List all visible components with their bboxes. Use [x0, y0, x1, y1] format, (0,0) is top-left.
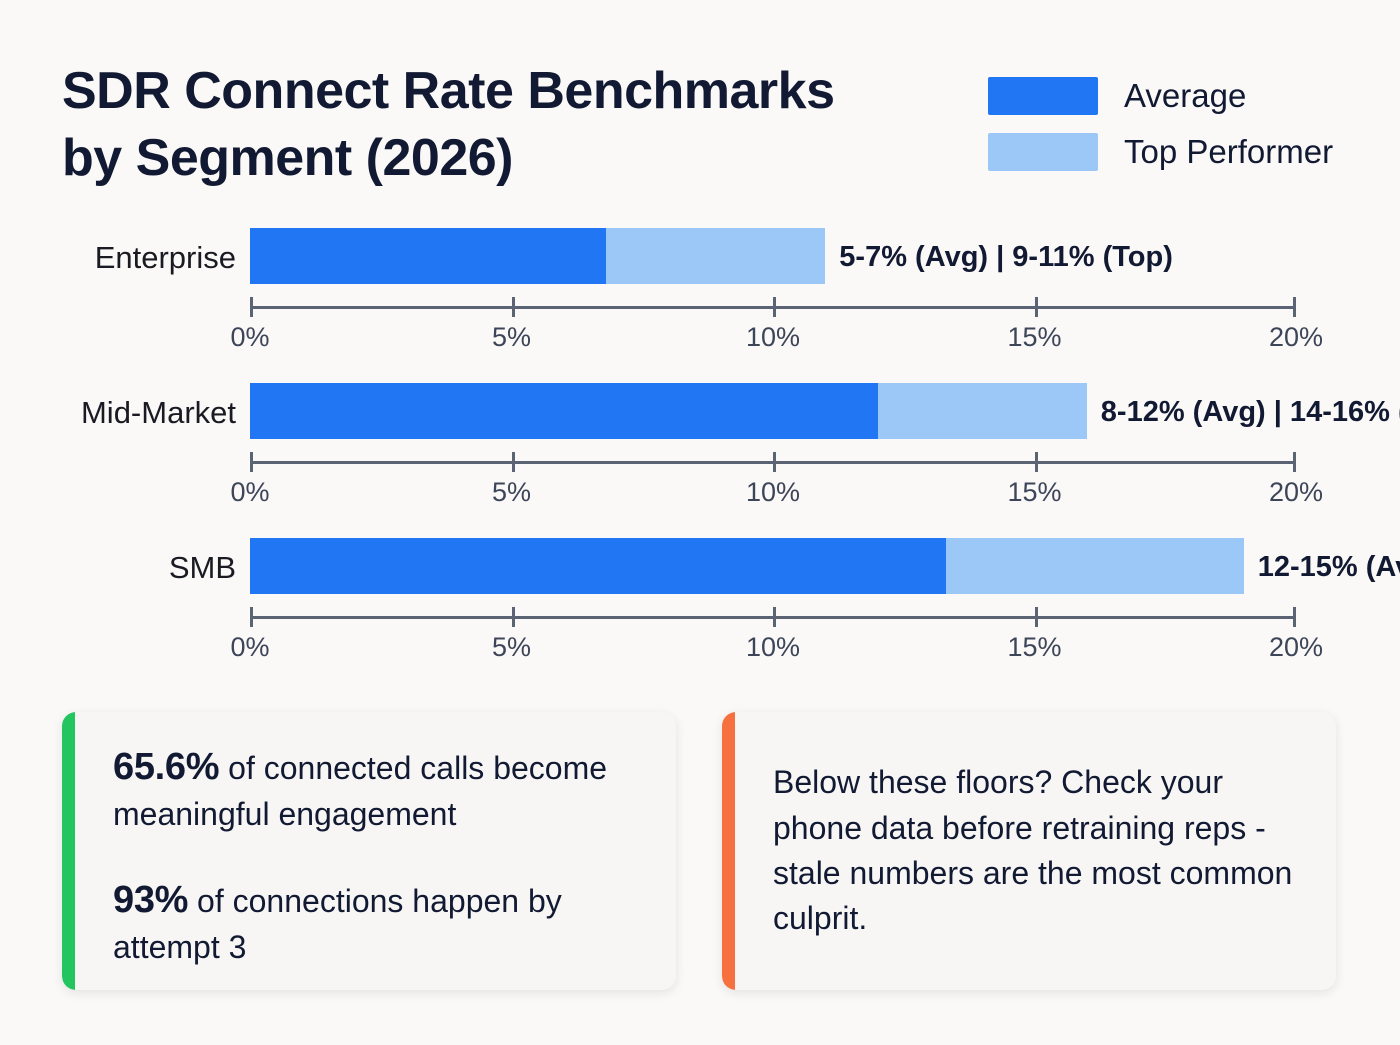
x-axis-tick: [773, 297, 776, 317]
x-axis-tick-label: 0%: [230, 477, 270, 507]
x-axis-tick-label: 5%: [491, 477, 532, 507]
insight-cards: 65.6% of connected calls become meaningf…: [0, 712, 1400, 1012]
note-card-accent-bar: [722, 712, 735, 990]
x-axis-tick: [511, 607, 515, 627]
chart-header: SDR Connect Rate Benchmarks by Segment (…: [0, 0, 1400, 200]
bar-row-label: SMB: [168, 550, 236, 585]
bar-row-label: Mid-Market: [80, 395, 236, 430]
bar-row: Enterprise 5-7% (Avg) | 9-11% (Top) 0% 5% 10…: [0, 228, 1400, 383]
note-card-body: Below these floors? Check your phone dat…: [735, 712, 1336, 990]
bar-value-label: 5-7% (Avg) | 9-11% (Top): [839, 241, 1173, 273]
legend-label-average: Average: [1124, 77, 1247, 114]
chart-plot-area: Enterprise 5-7% (Avg) | 9-11% (Top) 0% 5% 10…: [0, 228, 1400, 698]
x-axis-tick-label: 15%: [1007, 322, 1062, 352]
x-axis-tick: [511, 297, 515, 317]
note-card: Below these floors? Check your phone dat…: [722, 712, 1336, 990]
bar-track: 5-7% (Avg) | 9-11% (Top): [250, 228, 1296, 284]
stat-value-engagement: 65.6%: [113, 746, 220, 788]
x-axis-tick-label: 5%: [491, 322, 532, 352]
bar-row: SMB 12-15% (Avg) | 16-19% (Top) 0% 5% 10% 15%…: [0, 538, 1400, 693]
x-axis-tick-label: 20%: [1268, 632, 1324, 662]
stats-card: 65.6% of connected calls become meaningf…: [62, 712, 676, 990]
x-axis-tick: [250, 297, 253, 317]
chart-legend: Average Top Performer: [988, 68, 1338, 180]
x-axis-tick-label: 0%: [230, 632, 270, 662]
bar-track: 8-12% (Avg) | 14-16% (Top): [250, 383, 1400, 439]
bar-row: Mid-Market 8-12% (Avg) | 14-16% (Top) 0% 5%…: [0, 383, 1400, 538]
bar-row-label: Enterprise: [94, 240, 236, 275]
x-axis-tick-label: 15%: [1007, 632, 1062, 662]
x-axis-tick-label: 20%: [1268, 477, 1324, 507]
stat-line-attempts: 93% of connections happen by attempt 3: [113, 875, 642, 968]
stat-text-attempts: of connections happen by attempt 3: [113, 883, 562, 965]
x-axis-tick-label: 20%: [1268, 322, 1324, 352]
bar-value-label: 8-12% (Avg) | 14-16% (Top): [1100, 396, 1400, 428]
stat-value-attempts: 93%: [113, 879, 189, 922]
x-axis-tick-label: 10%: [745, 632, 801, 662]
bar-value-label: 12-15% (Avg) | 16-19% (Top): [1257, 551, 1400, 583]
x-axis-tick: [250, 607, 253, 627]
x-axis-tick: [250, 452, 253, 472]
x-axis-tick: [1034, 452, 1038, 472]
x-axis-tick: [773, 452, 776, 472]
x-axis-tick: [1034, 297, 1038, 317]
x-axis-tick-label: 0%: [230, 322, 270, 352]
legend-item-top-performer[interactable]: Top Performer: [988, 124, 1338, 180]
x-axis-tick: [1293, 297, 1296, 317]
note-text: Below these floors? Check your phone dat…: [773, 764, 1293, 937]
x-axis-tick-label: 10%: [745, 322, 801, 352]
legend-swatch-average: [988, 77, 1098, 115]
stats-card-accent-bar: [62, 712, 75, 990]
x-axis-tick: [1293, 452, 1296, 472]
bar-segment-average[interactable]: [250, 538, 946, 594]
bar-segment-average[interactable]: [250, 228, 606, 284]
chart-title: SDR Connect Rate Benchmarks by Segment (…: [62, 62, 835, 187]
x-axis-tick: [773, 607, 776, 627]
x-axis: 0% 5% 10% 15% 20%: [230, 297, 1323, 352]
x-axis: 0% 5% 10% 15% 20%: [230, 607, 1323, 662]
x-axis-tick-label: 5%: [491, 632, 532, 662]
x-axis-tick: [1293, 607, 1296, 627]
stat-line-engagement: 65.6% of connected calls become meaningf…: [113, 742, 642, 835]
x-axis-tick: [511, 452, 515, 472]
x-axis-tick: [1034, 607, 1038, 627]
stat-text-engagement: of connected calls become meaningful eng…: [113, 750, 608, 832]
legend-item-average[interactable]: Average: [988, 68, 1338, 124]
bar-track: 12-15% (Avg) | 16-19% (Top): [250, 538, 1400, 594]
x-axis-tick-label: 15%: [1007, 477, 1062, 507]
x-axis: 0% 5% 10% 15% 20%: [230, 452, 1323, 507]
x-axis-tick-label: 10%: [745, 477, 801, 507]
legend-swatch-top-performer: [988, 133, 1098, 171]
stats-card-body: 65.6% of connected calls become meaningf…: [75, 712, 676, 990]
legend-label-top-performer: Top Performer: [1124, 133, 1334, 170]
bar-segment-average[interactable]: [250, 383, 878, 439]
